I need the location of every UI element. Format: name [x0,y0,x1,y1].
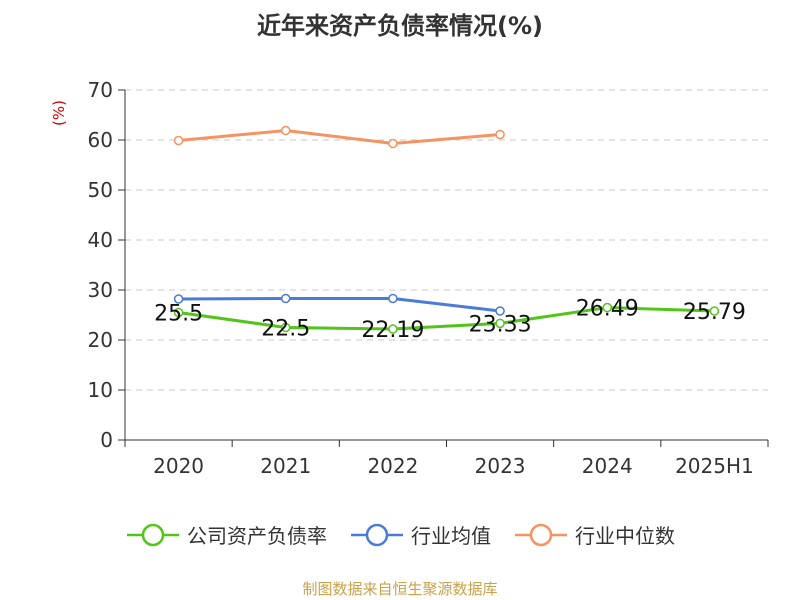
y-tick-label: 40 [88,228,113,252]
y-tick-label: 50 [88,178,113,202]
legend-label-industry-mean: 行业均值 [411,524,491,548]
series-line-1 [178,297,501,313]
legend-label-industry-median: 行业中位数 [575,524,675,548]
x-tick-label: 2020 [153,454,204,478]
y-tick-label: 10 [88,378,113,402]
data-point [388,138,398,149]
x-tick-label: 2023 [475,454,526,478]
data-source-note: 制图数据来自恒生聚源数据库 [302,580,498,598]
data-label: 25.79 [683,300,746,325]
data-label: 22.5 [261,317,310,342]
series-line-2 [178,129,501,145]
y-tick-label: 30 [88,278,113,302]
legend-item-industry-median[interactable]: 行业中位数 [513,520,675,549]
data-point [173,307,184,318]
data-point [495,318,505,329]
data-label: 23.33 [469,312,532,337]
y-tick-label: 0 [100,428,113,452]
data-point [281,125,291,136]
y-tick-label: 60 [88,128,113,152]
data-point [388,324,398,334]
legend-item-industry-mean[interactable]: 行业均值 [349,520,491,549]
data-point [495,129,505,140]
x-tick-label: 2022 [367,454,418,478]
data-point [602,302,612,313]
series-line-0 [178,306,715,331]
data-point [281,293,291,304]
x-tick-label: 2024 [582,454,633,478]
data-point [173,294,184,304]
data-point [495,306,505,316]
y-tick-label: 70 [88,78,113,102]
legend-marker-industry-mean [351,523,403,546]
x-tick-label: 2025H1 [675,454,754,478]
data-label: 26.49 [576,297,639,322]
legend-label-company: 公司资产负债率 [187,524,327,548]
data-point [388,293,398,304]
x-tick-label: 2021 [260,454,311,478]
y-tick-label: 20 [88,328,113,352]
legend: 公司资产负债率 行业均值 行业中位数 [0,520,800,549]
data-label: 22.19 [361,318,424,343]
legend-item-company[interactable]: 公司资产负债率 [125,520,327,549]
data-point [173,135,184,146]
data-point [709,306,720,316]
data-point [281,322,291,333]
legend-marker-company [127,523,179,546]
legend-marker-industry-median [515,523,567,546]
chart-title: 近年来资产负债率情况(%) [257,12,543,40]
data-label: 25.5 [154,302,203,327]
